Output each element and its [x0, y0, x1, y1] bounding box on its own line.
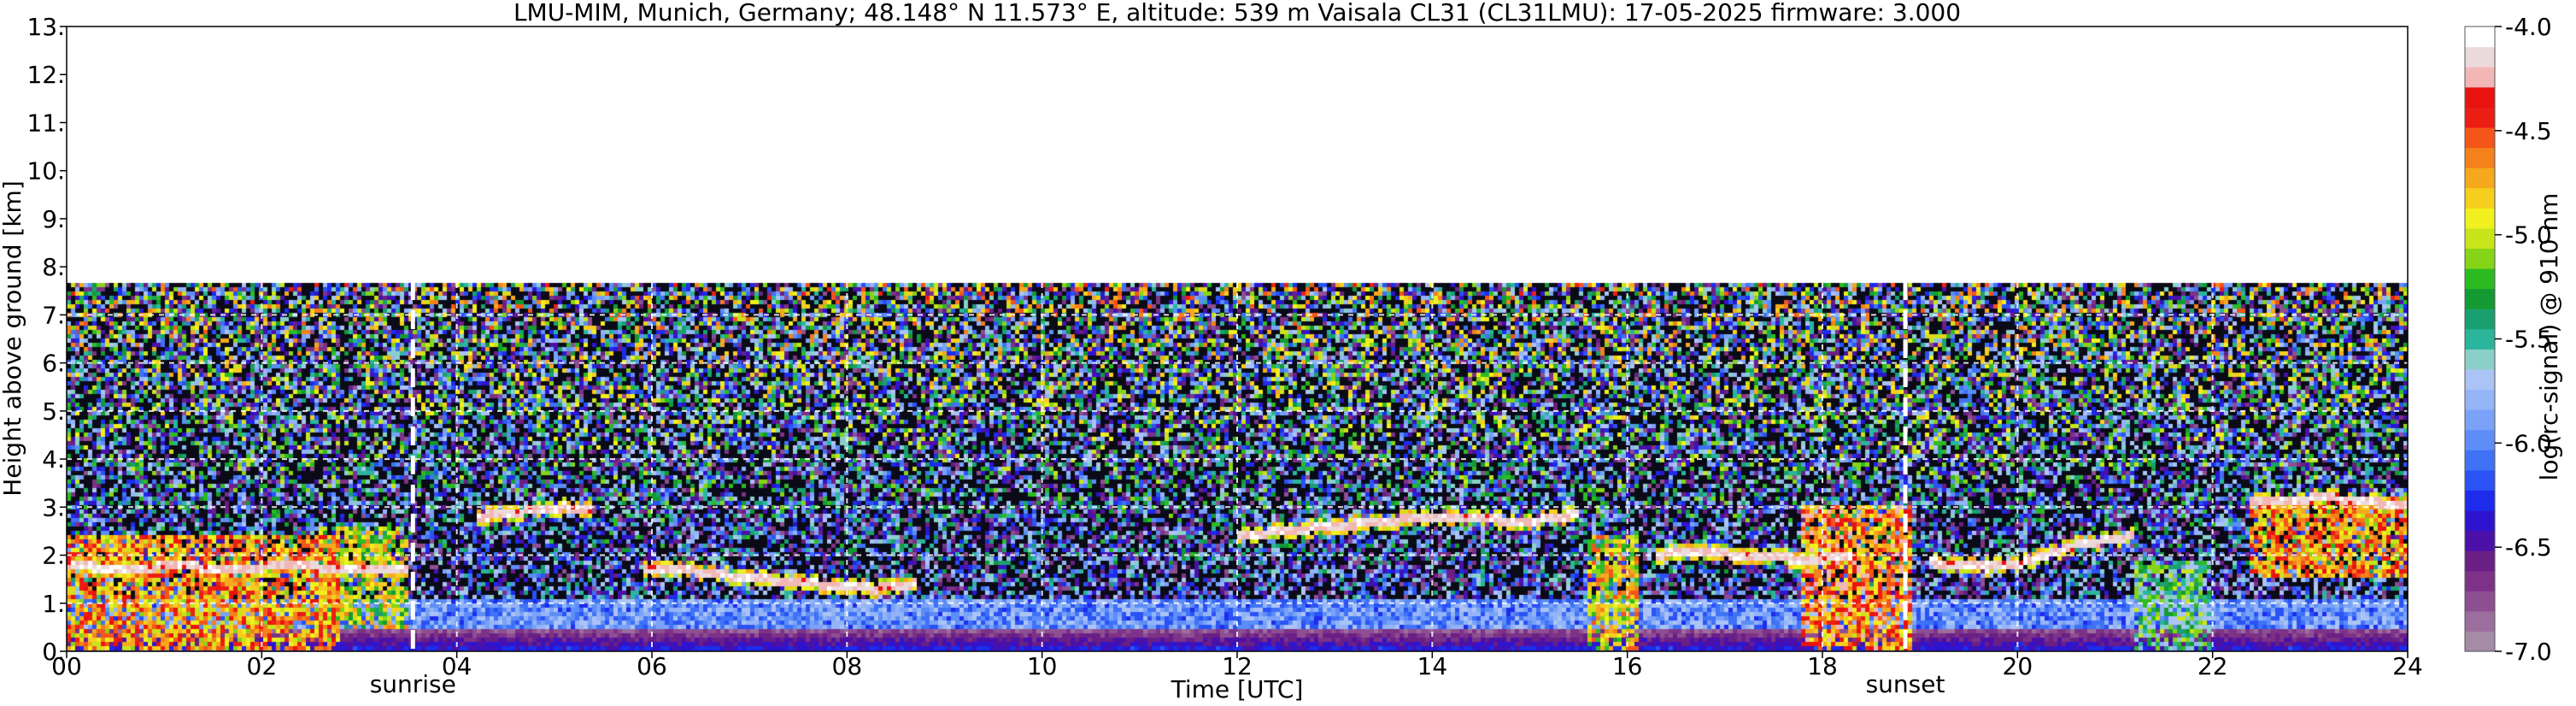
colorbar-segment — [2465, 631, 2495, 652]
y-tick-label: 6. — [42, 350, 65, 378]
colorbar-tick-label: -4.5 — [2505, 117, 2552, 145]
colorbar-segment — [2465, 349, 2495, 370]
y-tick-label: 11. — [26, 109, 65, 137]
x-tick-label: 24 — [2392, 652, 2423, 680]
colorbar-tick-label: -4.0 — [2505, 13, 2552, 41]
colorbar-segment — [2465, 490, 2495, 511]
colorbar-segment — [2465, 26, 2495, 48]
colorbar-label: log(rc-signal) @ 910 nm — [2535, 193, 2563, 481]
colorbar-segment — [2465, 227, 2495, 249]
y-tick-label: 13. — [26, 13, 65, 41]
colorbar-segment — [2465, 187, 2495, 209]
colorbar-segment — [2465, 208, 2495, 229]
y-axis-ticks: 0. 1. 2. 3. 4. 5. 6. 7. 8. 9. 10. 11. 12. 13. — [26, 13, 67, 666]
x-tick-label: 04 — [442, 652, 472, 680]
y-tick-label: 3. — [42, 493, 65, 521]
x-tick-label: 20 — [2003, 652, 2033, 680]
colorbar-segment — [2465, 147, 2495, 168]
colorbar-segment — [2465, 409, 2495, 431]
y-tick-label: 8. — [42, 253, 65, 281]
colorbar-segment — [2465, 389, 2495, 410]
y-tick-label: 5. — [42, 397, 65, 426]
x-tick-label: 06 — [637, 652, 667, 680]
colorbar-segment — [2465, 168, 2495, 189]
colorbar-segment — [2465, 126, 2495, 149]
x-tick-label: 10 — [1027, 652, 1058, 680]
y-tick-label: 0. — [42, 638, 65, 666]
colorbar-segment — [2465, 509, 2495, 532]
colorbar-segment — [2465, 288, 2495, 309]
x-tick-label: 12 — [1222, 652, 1253, 680]
x-tick-label: 18 — [1807, 652, 1838, 680]
colorbar-segment — [2465, 368, 2495, 391]
colorbar-segment — [2465, 86, 2495, 108]
colorbar-segment — [2465, 570, 2495, 591]
x-tick-label: 14 — [1417, 652, 1448, 680]
colorbar-segment — [2465, 530, 2495, 551]
colorbar-segment — [2465, 46, 2495, 68]
colorbar-segment — [2465, 67, 2495, 88]
y-tick-label: 4. — [42, 445, 65, 474]
plot-area — [66, 26, 2409, 652]
y-tick-label: 10. — [26, 157, 65, 185]
x-tick-label: 22 — [2198, 652, 2228, 680]
colorbar-segment — [2465, 429, 2495, 450]
chart-title: LMU-MIM, Munich, Germany; 48.148° N 11.5… — [513, 0, 1961, 26]
colorbar-segment — [2465, 107, 2495, 128]
y-tick-label: 12. — [26, 61, 65, 89]
y-axis-label: Height above ground [km] — [0, 180, 26, 497]
x-tick-label: 16 — [1612, 652, 1643, 680]
colorbar-tick-label: -5.5 — [2505, 326, 2552, 354]
colorbar-tick-label: -6.0 — [2505, 429, 2552, 457]
colorbar-segment — [2465, 450, 2495, 471]
sunrise-label: sunrise — [370, 670, 456, 698]
colorbar-segment — [2465, 328, 2495, 350]
colorbar-tick-label: -7.0 — [2505, 638, 2552, 666]
annotations — [410, 281, 1908, 651]
colorbar-tick-label: -5.0 — [2505, 221, 2552, 250]
colorbar-tick-label: -6.5 — [2505, 533, 2552, 562]
colorbar-segment — [2465, 610, 2495, 632]
y-tick-label: 2. — [42, 542, 65, 570]
y-tick-label: 7. — [42, 301, 65, 329]
sunset-label: sunset — [1866, 670, 1945, 698]
colorbar-segment — [2465, 469, 2495, 491]
colorbar-ticks: -4.0 -4.5 -5.0 -5.5 -6.0 -6.5 -7.0 — [2495, 13, 2552, 666]
colorbar — [2464, 26, 2496, 652]
gridlines — [67, 26, 2408, 651]
x-tick-label: 02 — [247, 652, 278, 680]
x-axis-ticks: 00 02 04 06 08 10 12 14 16 18 20 22 24 — [51, 651, 2423, 680]
colorbar-segment — [2465, 591, 2495, 612]
x-axis-label: Time [UTC] — [1171, 675, 1304, 703]
colorbar-segment — [2465, 309, 2495, 330]
colorbar-segment — [2465, 248, 2495, 269]
y-tick-label: 1. — [42, 590, 65, 618]
colorbar-segment — [2465, 268, 2495, 290]
x-tick-label: 08 — [832, 652, 863, 680]
x-tick-label: 00 — [51, 652, 82, 680]
colorbar-segment — [2465, 550, 2495, 572]
y-tick-label: 9. — [42, 205, 65, 233]
